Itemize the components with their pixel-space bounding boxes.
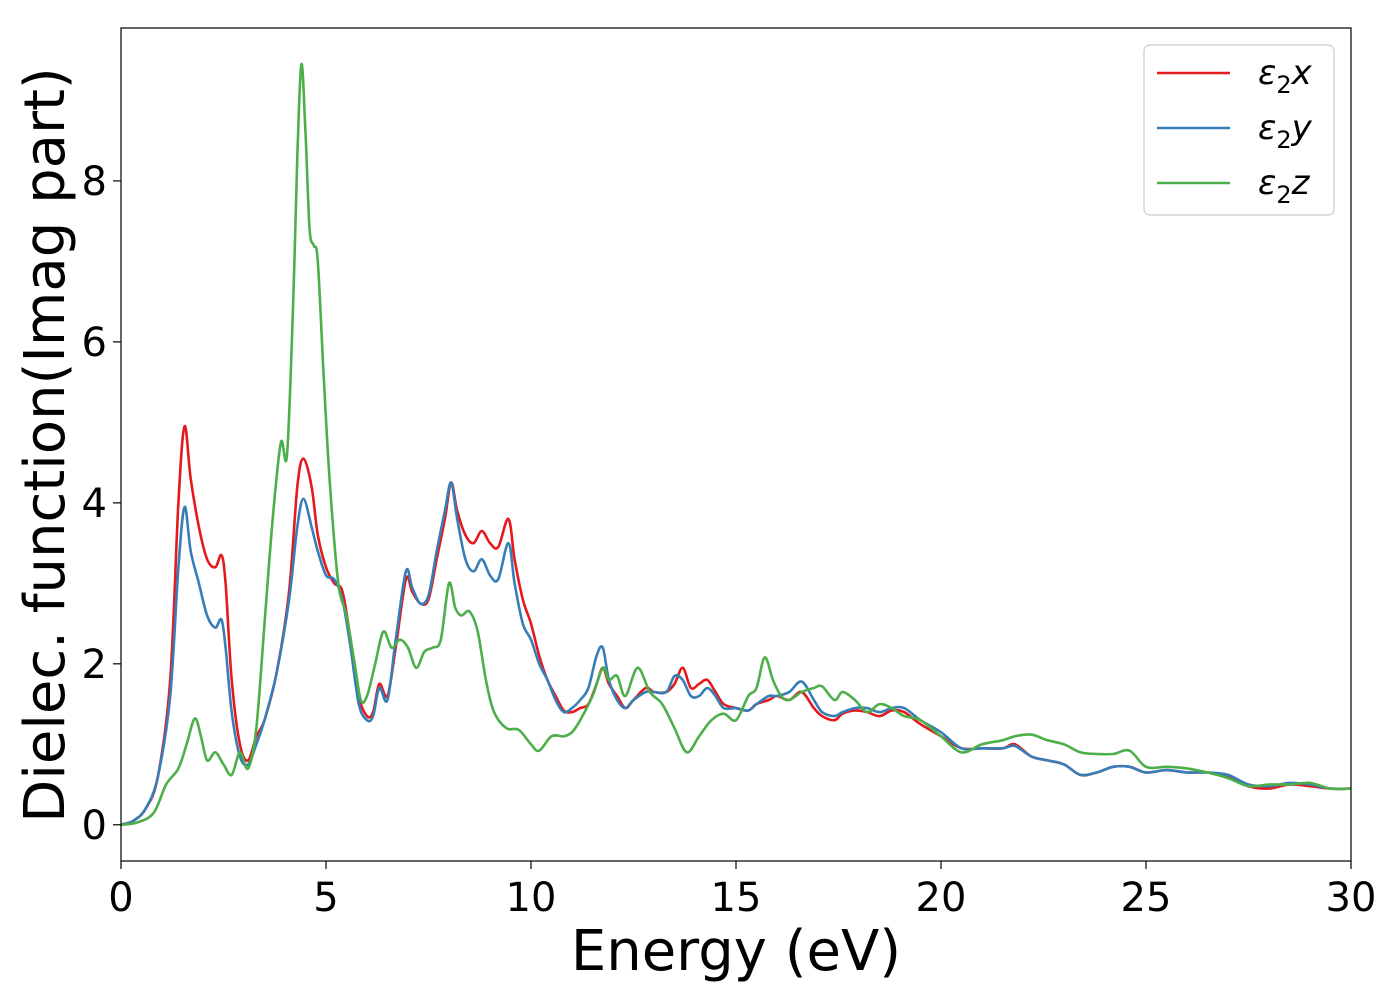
- y-tick-label: 8: [82, 159, 107, 205]
- legend-label-x: ε2x: [1258, 53, 1313, 99]
- y-tick-label: 0: [82, 803, 107, 849]
- x-tick-label: 5: [313, 875, 338, 921]
- x-tick-label: 0: [108, 875, 133, 921]
- x-tick-label: 20: [916, 875, 967, 921]
- x-tick-label: 30: [1326, 875, 1377, 921]
- series-lines: [120, 62, 1352, 827]
- y-tick-label: 2: [82, 642, 107, 688]
- y-tick-label: 4: [82, 481, 107, 527]
- legend-label-z: ε2z: [1258, 163, 1311, 209]
- legend-box: [1143, 44, 1335, 216]
- x-axis: 0 5 10 15 20 25 30: [108, 861, 1376, 921]
- x-axis-title: Energy (eV): [571, 919, 901, 984]
- series-line-z: [120, 62, 1352, 827]
- x-tick-label: 15: [711, 875, 762, 921]
- legend: ε2x ε2y ε2z: [1143, 44, 1335, 216]
- y-axis-title: Dielec. function(Imag part): [13, 67, 78, 823]
- legend-label-y: ε2y: [1258, 108, 1313, 154]
- x-tick-label: 25: [1121, 875, 1172, 921]
- series-line-y: [120, 481, 1352, 827]
- y-axis: 0 2 4 6 8: [82, 159, 121, 849]
- x-tick-label: 10: [506, 875, 557, 921]
- y-tick-label: 6: [82, 320, 107, 366]
